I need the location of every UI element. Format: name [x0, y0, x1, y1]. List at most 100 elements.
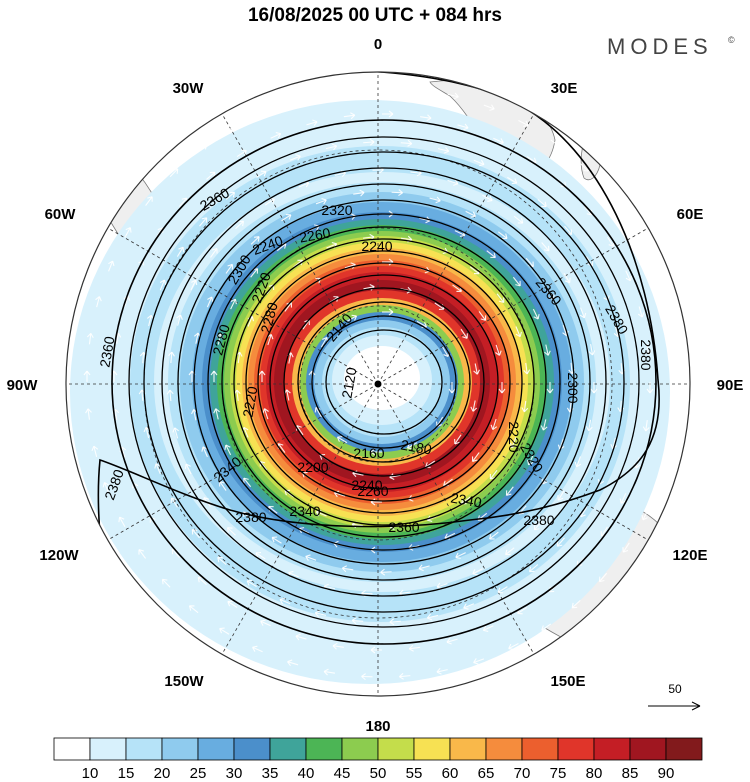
- wind-arrow: [533, 521, 543, 531]
- wind-arrow: [270, 132, 282, 139]
- wind-arrow: [297, 93, 310, 101]
- colorbar-tick-label: 60: [442, 765, 459, 782]
- wind-arrow: [473, 363, 480, 375]
- lon-label-90e: 90E: [717, 377, 744, 394]
- wind-arrow: [159, 279, 167, 291]
- contour-label-text: 2240: [351, 477, 382, 493]
- contour-label: 2200: [297, 459, 328, 475]
- contour-label: 2180: [399, 436, 433, 457]
- contour-label-text: 2380: [638, 339, 654, 370]
- wind-arrow: [400, 139, 413, 147]
- wind-arrow: [521, 400, 529, 413]
- wind-arrow: [490, 418, 498, 430]
- wind-arrow: [399, 672, 411, 680]
- colorbar-box: [161, 737, 199, 761]
- wind-arrow: [579, 307, 587, 319]
- wind-arrow: [102, 482, 110, 493]
- wind-arrow: [590, 382, 598, 394]
- wind-arrow: [496, 293, 505, 303]
- colorbar-tick-label: 20: [154, 765, 171, 782]
- wind-arrow: [332, 642, 344, 650]
- contour-line: [143, 151, 625, 613]
- wind-arrow: [91, 445, 99, 457]
- wind-arrow: [190, 279, 198, 291]
- wind-arrow: [176, 314, 183, 326]
- wind-arrow: [661, 288, 668, 300]
- contour-line: [311, 315, 457, 449]
- wind-arrow: [537, 199, 547, 208]
- wind-arrow: [497, 231, 508, 240]
- wind-arrow: [219, 480, 227, 491]
- wind-arrow: [236, 149, 247, 158]
- contour-label-text: 2360: [96, 335, 117, 369]
- wind-arrow: [197, 143, 208, 152]
- wind-arrow: [571, 599, 581, 609]
- contour-label-text: 2360: [388, 519, 419, 535]
- colorbar-tick-label: 40: [298, 765, 315, 782]
- colorbar-box: [305, 737, 343, 761]
- wind-arrow: [361, 673, 373, 681]
- wind-arrow: [219, 627, 230, 635]
- wind-arrow: [508, 643, 519, 650]
- south-pole-marker: [374, 380, 382, 388]
- colorbar-box: [53, 737, 91, 761]
- wind-arrow: [541, 242, 550, 252]
- wind-arrow: [228, 122, 239, 131]
- wind-arrow: [523, 363, 531, 375]
- contour-label-text: 2260: [357, 483, 388, 499]
- lon-label-0: 0: [374, 36, 382, 53]
- colorbar-tick-label: 35: [262, 765, 279, 782]
- contour-label-text: 2180: [399, 436, 433, 457]
- wind-arrow: [295, 633, 307, 641]
- wind-arrow: [541, 623, 552, 631]
- wind-arrow: [315, 198, 327, 205]
- wind-arrow: [574, 456, 582, 468]
- wind-arrow: [380, 568, 392, 576]
- lon-label-180: 180: [365, 718, 390, 735]
- contour-label-text: 2300: [565, 372, 581, 403]
- wind-arrow: [672, 400, 680, 413]
- colorbar-tick-label: 15: [118, 765, 135, 782]
- wind-arrow: [246, 579, 257, 588]
- contour-line: [269, 274, 499, 490]
- meridian-line: [377, 383, 535, 655]
- contour-label-text: 2200: [297, 459, 328, 475]
- wind-arrow: [486, 250, 496, 259]
- wind-arrow: [370, 646, 382, 654]
- colorbar-tick-label: 55: [406, 765, 423, 782]
- wind-arrow: [482, 625, 494, 632]
- wind-arrow: [585, 419, 593, 432]
- wind-arrow: [138, 549, 147, 559]
- meridian-line: [377, 383, 649, 541]
- wind-arrow: [408, 644, 421, 652]
- lon-label-60w: 60W: [45, 206, 77, 223]
- wind-vectors: [83, 83, 681, 681]
- wind-arrow: [483, 104, 495, 111]
- wind-arrow: [346, 314, 358, 322]
- colorbar-tick-label: 75: [550, 765, 567, 782]
- wind-arrow: [279, 597, 291, 605]
- wind-arrow: [550, 139, 561, 148]
- contour-label-text: 2320: [321, 202, 352, 218]
- contour-label-text: 2160: [353, 445, 384, 461]
- wind-speed-shading: [70, 100, 670, 684]
- wind-arrow: [470, 400, 478, 412]
- wind-arrow: [217, 556, 227, 565]
- wind-arrow: [498, 382, 506, 394]
- contour-label: 2220: [239, 385, 260, 419]
- colorbar-tick-label: 45: [334, 765, 351, 782]
- wind-arrow: [563, 272, 571, 284]
- wind-arrow: [457, 123, 469, 131]
- map-title: 16/08/2025 00 UTC + 084 hrs: [248, 5, 502, 26]
- wind-arrow: [588, 344, 596, 356]
- contour-label: 2300: [565, 372, 581, 403]
- lon-label-120w: 120W: [39, 547, 79, 564]
- contour-label: 2260: [357, 483, 388, 499]
- wind-arrow: [528, 564, 539, 573]
- wind-arrow: [271, 536, 282, 544]
- contour-label: 2220: [506, 421, 522, 452]
- wind-arrow: [83, 370, 91, 382]
- colorbar-box: [629, 737, 667, 761]
- colorbar-box: [341, 737, 379, 761]
